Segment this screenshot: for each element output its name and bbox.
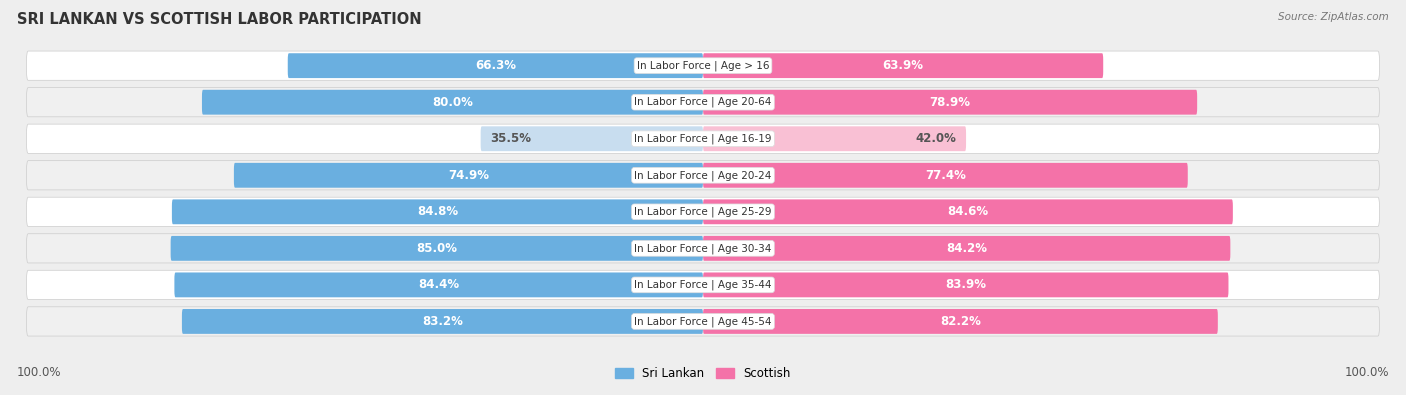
FancyBboxPatch shape bbox=[481, 126, 703, 151]
FancyBboxPatch shape bbox=[27, 307, 1379, 336]
FancyBboxPatch shape bbox=[27, 88, 1379, 117]
FancyBboxPatch shape bbox=[202, 90, 703, 115]
FancyBboxPatch shape bbox=[703, 53, 1104, 78]
Text: In Labor Force | Age 35-44: In Labor Force | Age 35-44 bbox=[634, 280, 772, 290]
Text: 84.2%: 84.2% bbox=[946, 242, 987, 255]
FancyBboxPatch shape bbox=[703, 309, 1218, 334]
FancyBboxPatch shape bbox=[703, 273, 1229, 297]
Text: 77.4%: 77.4% bbox=[925, 169, 966, 182]
FancyBboxPatch shape bbox=[288, 53, 703, 78]
Text: In Labor Force | Age 45-54: In Labor Force | Age 45-54 bbox=[634, 316, 772, 327]
Text: 80.0%: 80.0% bbox=[432, 96, 472, 109]
Text: 100.0%: 100.0% bbox=[17, 366, 62, 379]
Text: 83.9%: 83.9% bbox=[945, 278, 986, 292]
Text: 66.3%: 66.3% bbox=[475, 59, 516, 72]
FancyBboxPatch shape bbox=[27, 270, 1379, 299]
FancyBboxPatch shape bbox=[27, 124, 1379, 153]
Text: 83.2%: 83.2% bbox=[422, 315, 463, 328]
Text: 42.0%: 42.0% bbox=[915, 132, 956, 145]
Text: In Labor Force | Age > 16: In Labor Force | Age > 16 bbox=[637, 60, 769, 71]
FancyBboxPatch shape bbox=[27, 51, 1379, 80]
Text: 78.9%: 78.9% bbox=[929, 96, 970, 109]
Text: 84.6%: 84.6% bbox=[948, 205, 988, 218]
Text: 85.0%: 85.0% bbox=[416, 242, 457, 255]
Text: 63.9%: 63.9% bbox=[883, 59, 924, 72]
FancyBboxPatch shape bbox=[181, 309, 703, 334]
FancyBboxPatch shape bbox=[233, 163, 703, 188]
FancyBboxPatch shape bbox=[27, 197, 1379, 226]
Text: Source: ZipAtlas.com: Source: ZipAtlas.com bbox=[1278, 12, 1389, 22]
Text: In Labor Force | Age 30-34: In Labor Force | Age 30-34 bbox=[634, 243, 772, 254]
Text: SRI LANKAN VS SCOTTISH LABOR PARTICIPATION: SRI LANKAN VS SCOTTISH LABOR PARTICIPATI… bbox=[17, 12, 422, 27]
FancyBboxPatch shape bbox=[27, 234, 1379, 263]
FancyBboxPatch shape bbox=[172, 199, 703, 224]
FancyBboxPatch shape bbox=[703, 199, 1233, 224]
Text: In Labor Force | Age 20-24: In Labor Force | Age 20-24 bbox=[634, 170, 772, 181]
Text: 84.8%: 84.8% bbox=[418, 205, 458, 218]
Text: 35.5%: 35.5% bbox=[491, 132, 531, 145]
FancyBboxPatch shape bbox=[703, 90, 1197, 115]
FancyBboxPatch shape bbox=[703, 163, 1188, 188]
FancyBboxPatch shape bbox=[174, 273, 703, 297]
Text: In Labor Force | Age 25-29: In Labor Force | Age 25-29 bbox=[634, 207, 772, 217]
Text: In Labor Force | Age 16-19: In Labor Force | Age 16-19 bbox=[634, 134, 772, 144]
Text: In Labor Force | Age 20-64: In Labor Force | Age 20-64 bbox=[634, 97, 772, 107]
FancyBboxPatch shape bbox=[703, 126, 966, 151]
FancyBboxPatch shape bbox=[170, 236, 703, 261]
Text: 82.2%: 82.2% bbox=[941, 315, 981, 328]
Text: 100.0%: 100.0% bbox=[1344, 366, 1389, 379]
FancyBboxPatch shape bbox=[703, 236, 1230, 261]
Text: 74.9%: 74.9% bbox=[449, 169, 489, 182]
Legend: Sri Lankan, Scottish: Sri Lankan, Scottish bbox=[610, 363, 796, 385]
FancyBboxPatch shape bbox=[27, 161, 1379, 190]
Text: 84.4%: 84.4% bbox=[418, 278, 460, 292]
